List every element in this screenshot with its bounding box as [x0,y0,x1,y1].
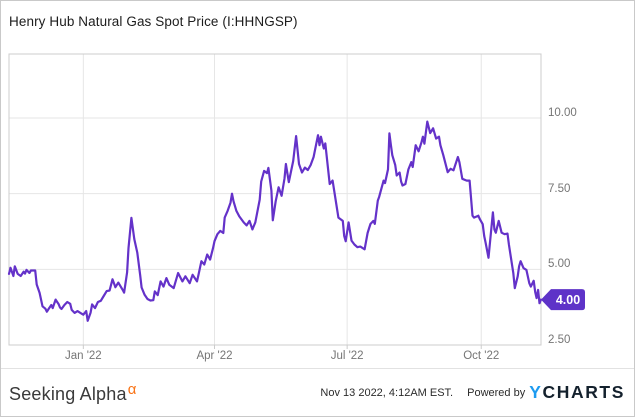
seeking-alpha-wordmark: Seeking Alpha [9,383,127,404]
footer-attribution: Nov 13 2022, 4:12AM EST. Powered by YCHA… [320,382,625,403]
y-axis-label: 10.00 [548,106,577,119]
x-axis-label: Jan '22 [64,350,102,362]
x-axis-label: Oct '22 [463,350,500,362]
ycharts-logo-charts: CHARTS [542,382,625,402]
footer-bar: Seeking Alphaα Nov 13 2022, 4:12AM EST. … [1,368,634,416]
x-axis-label: Jul '22 [330,350,364,362]
ycharts-logo-y: Y [529,382,543,402]
chart-title: Henry Hub Natural Gas Spot Price (I:HHNG… [9,14,298,29]
plot-frame [8,53,542,346]
x-axis-label: Apr '22 [196,350,233,362]
quote-timestamp: Nov 13 2022, 4:12AM EST. [320,386,454,399]
seeking-alpha-logo[interactable]: Seeking Alphaα [9,381,137,405]
alpha-icon: α [127,380,137,398]
price-line[interactable] [7,120,543,322]
last-price-badge-label: 4.00 [556,293,580,307]
powered-by-label: Powered by [467,386,526,399]
ycharts-logo[interactable]: YCHARTS [529,382,625,403]
y-axis-label: 5.00 [548,258,571,271]
y-axis-label: 7.50 [548,182,571,195]
last-price-badge [541,289,585,311]
y-axis-label: 2.50 [548,334,571,346]
